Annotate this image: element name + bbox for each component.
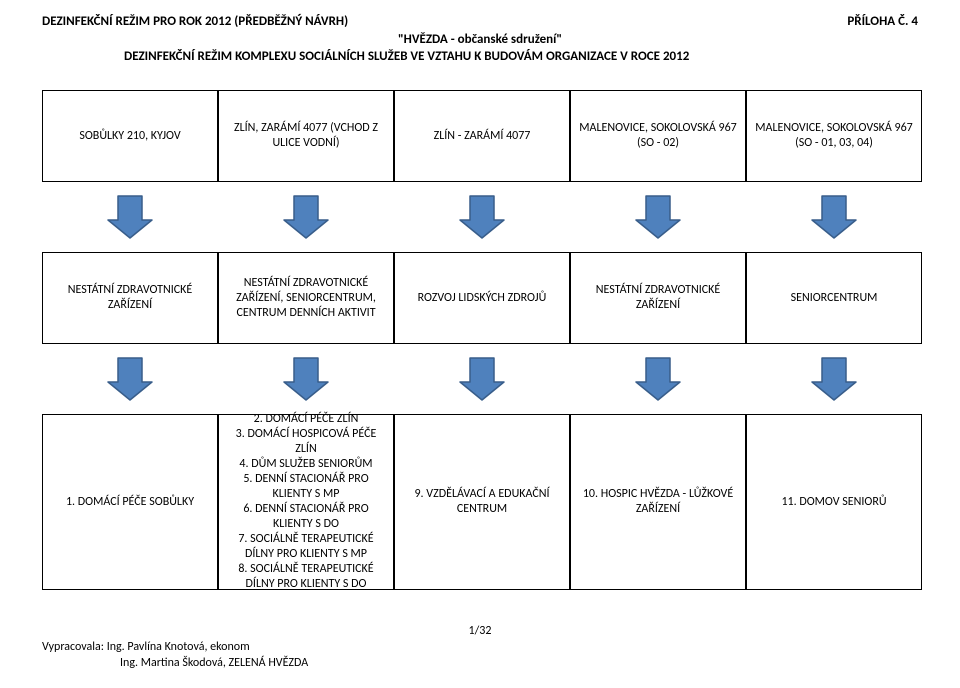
facility-cell: ROZVOJ LIDSKÝCH ZDROJŮ (394, 252, 570, 344)
service-cell: 10. HOSPIC HVĚZDA - LŮŽKOVÉ ZAŘÍZENÍ (570, 414, 746, 590)
facility-cell: NESTÁTNÍ ZDRAVOTNICKÉ ZAŘÍZENÍ, SENIORCE… (218, 252, 394, 344)
facility-cell: NESTÁTNÍ ZDRAVOTNICKÉ ZAŘÍZENÍ (570, 252, 746, 344)
building-cell: MALENOVICE, SOKOLOVSKÁ 967 (SO - 02) (570, 90, 746, 182)
building-cell: ZLÍN - ZARÁMÍ 4077 (394, 90, 570, 182)
header-right: PŘÍLOHA Č. 4 (847, 14, 918, 29)
footer-line-2: Ing. Martina Škodová, ZELENÁ HVĚZDA (120, 656, 308, 670)
building-cell: SOBŮLKY 210, KYJOV (42, 90, 218, 182)
service-cell: 2. DOMÁCÍ PÉČE ZLÍN 3. DOMÁCÍ HOSPICOVÁ … (218, 414, 394, 590)
header-row: DEZINFEKČNÍ REŽIM PRO ROK 2012 (PŘEDBĚŽN… (42, 14, 918, 29)
page-root: DEZINFEKČNÍ REŽIM PRO ROK 2012 (PŘEDBĚŽN… (0, 0, 960, 688)
service-cell: 1. DOMÁCÍ PÉČE SOBŮLKY (42, 414, 218, 590)
service-cell: 9. VZDĚLÁVACÍ A EDUKAČNÍ CENTRUM (394, 414, 570, 590)
subtitle: DEZINFEKČNÍ REŽIM KOMPLEXU SOCIÁLNÍCH SL… (124, 49, 689, 64)
row-services: 1. DOMÁCÍ PÉČE SOBŮLKY 2. DOMÁCÍ PÉČE ZL… (42, 414, 922, 590)
row-facilities: NESTÁTNÍ ZDRAVOTNICKÉ ZAŘÍZENÍ NESTÁTNÍ … (42, 252, 922, 344)
page-number: 1/32 (0, 624, 960, 638)
header-left: DEZINFEKČNÍ REŽIM PRO ROK 2012 (PŘEDBĚŽN… (42, 14, 348, 29)
facility-cell: SENIORCENTRUM (746, 252, 922, 344)
arrow-down-icon (42, 352, 922, 406)
facility-cell: NESTÁTNÍ ZDRAVOTNICKÉ ZAŘÍZENÍ (42, 252, 218, 344)
arrow-down-icon (42, 190, 922, 244)
service-cell: 11. DOMOV SENIORŮ (746, 414, 922, 590)
row-buildings: SOBŮLKY 210, KYJOV ZLÍN, ZARÁMÍ 4077 (VC… (42, 90, 922, 182)
building-cell: ZLÍN, ZARÁMÍ 4077 (VCHOD Z ULICE VODNÍ) (218, 90, 394, 182)
footer-line-1: Vypracovala: Ing. Pavlína Knotová, ekono… (42, 640, 250, 654)
org-name: "HVĚZDA - občanské sdružení" (0, 32, 960, 47)
building-cell: MALENOVICE, SOKOLOVSKÁ 967 (SO - 01, 03,… (746, 90, 922, 182)
